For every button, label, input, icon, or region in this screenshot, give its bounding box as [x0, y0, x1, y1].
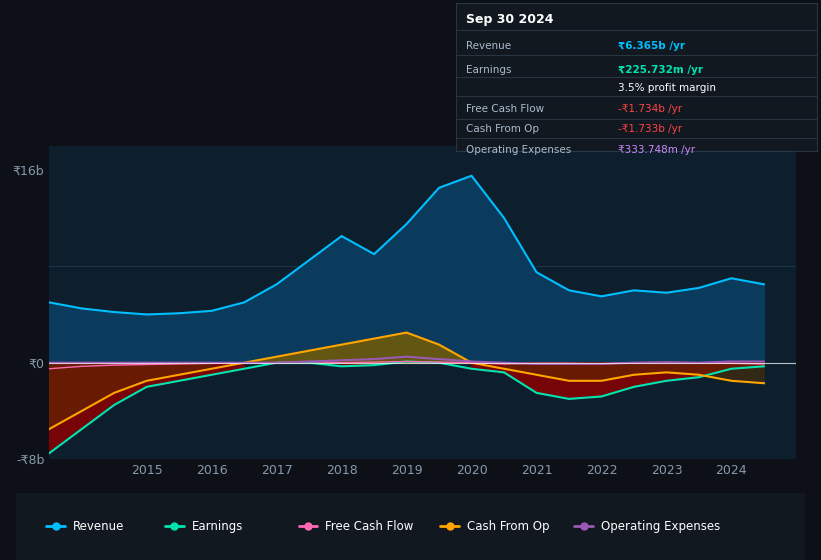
Text: Operating Expenses: Operating Expenses — [466, 145, 571, 155]
Text: Sep 30 2024: Sep 30 2024 — [466, 13, 554, 26]
Text: Free Cash Flow: Free Cash Flow — [325, 520, 414, 533]
Text: Free Cash Flow: Free Cash Flow — [466, 104, 544, 114]
Text: Earnings: Earnings — [191, 520, 243, 533]
Text: Revenue: Revenue — [73, 520, 125, 533]
Text: ₹225.732m /yr: ₹225.732m /yr — [618, 65, 704, 75]
Text: ₹333.748m /yr: ₹333.748m /yr — [618, 145, 695, 155]
Text: Revenue: Revenue — [466, 41, 511, 52]
Text: 3.5% profit margin: 3.5% profit margin — [618, 83, 716, 93]
Text: -₹1.733b /yr: -₹1.733b /yr — [618, 124, 682, 134]
Text: Cash From Op: Cash From Op — [466, 124, 539, 134]
Text: Earnings: Earnings — [466, 65, 512, 75]
Text: ₹6.365b /yr: ₹6.365b /yr — [618, 41, 686, 52]
Text: Operating Expenses: Operating Expenses — [601, 520, 721, 533]
Text: Cash From Op: Cash From Op — [467, 520, 550, 533]
Text: -₹1.734b /yr: -₹1.734b /yr — [618, 104, 682, 114]
